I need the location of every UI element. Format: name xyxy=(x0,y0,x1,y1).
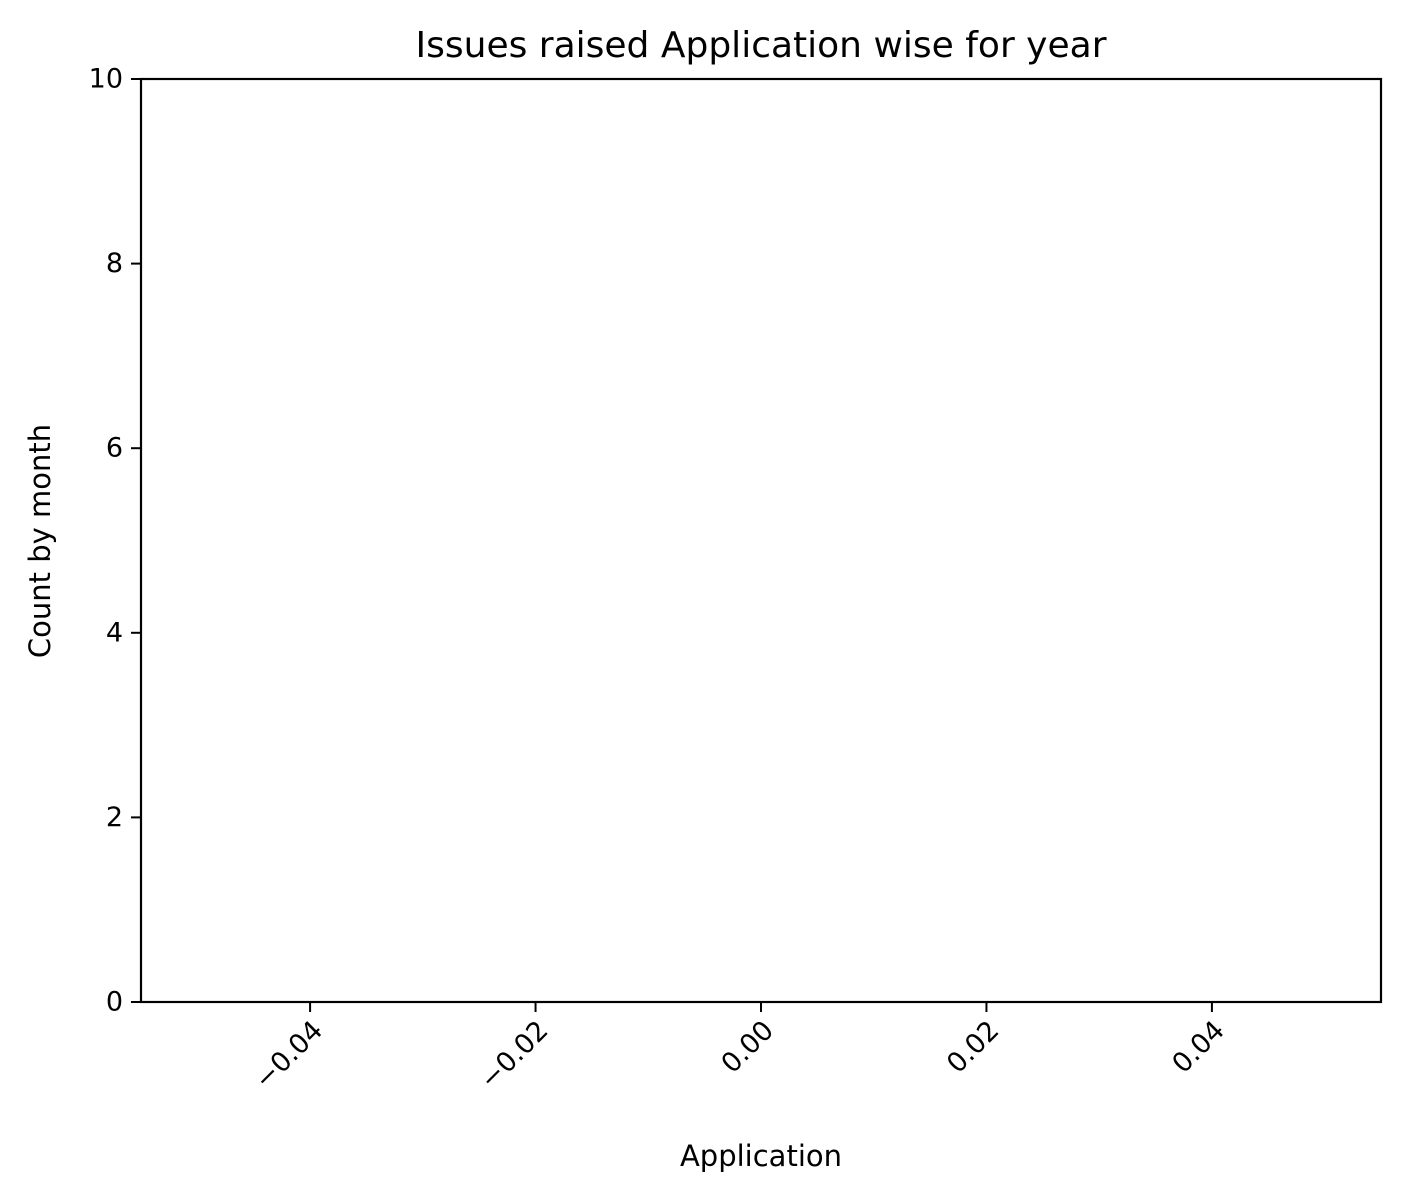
y-tick-label: 6 xyxy=(106,433,123,464)
y-tick-label: 4 xyxy=(106,617,123,648)
y-axis-label: Count by month xyxy=(23,424,57,658)
y-axis-ticks: 0 2 4 6 8 10 xyxy=(89,64,141,1018)
y-tick-label: 2 xyxy=(106,802,123,833)
x-axis-ticks: −0.04 −0.02 0.00 0.02 0.04 xyxy=(249,1002,1231,1095)
x-axis-label: Application xyxy=(680,1139,842,1173)
plot-area-frame xyxy=(139,77,1383,1004)
x-tick-label: −0.02 xyxy=(474,1015,554,1095)
y-tick-label: 10 xyxy=(89,64,123,95)
x-tick-label: 0.02 xyxy=(941,1015,1005,1079)
x-tick-label: −0.04 xyxy=(249,1015,329,1095)
chart-title: Issues raised Application wise for year xyxy=(416,25,1107,66)
y-tick-label: 0 xyxy=(106,987,123,1018)
x-tick-label: 0.04 xyxy=(1166,1015,1230,1079)
y-tick-label: 8 xyxy=(106,248,123,279)
x-tick-label: 0.00 xyxy=(716,1015,780,1079)
